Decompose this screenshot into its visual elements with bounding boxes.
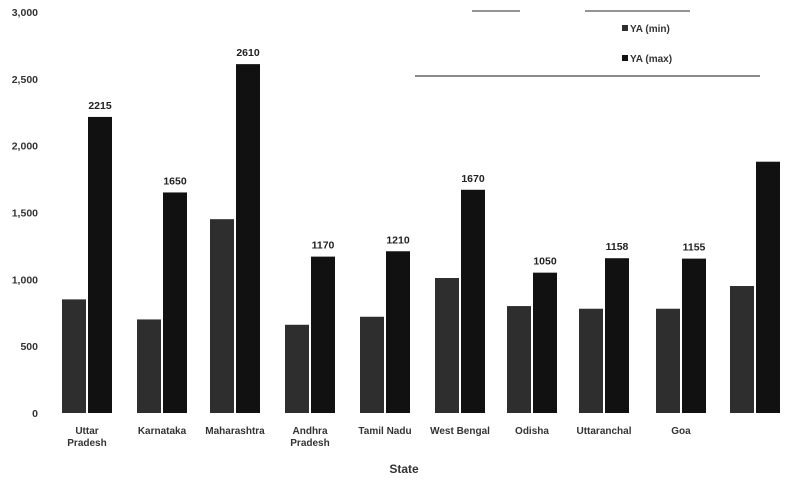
- y-tick-label: 2,500: [12, 74, 38, 86]
- x-axis-title: State: [389, 462, 419, 476]
- legend-swatch-max: [622, 55, 628, 61]
- bar-min: [656, 308, 680, 413]
- data-label-max: 1170: [312, 240, 335, 252]
- bar-max: [236, 64, 260, 413]
- x-tick-label: Uttar Pradesh: [67, 426, 106, 449]
- x-tick-label: Tamil Nadu: [358, 426, 411, 437]
- data-label-max: 1650: [163, 175, 187, 187]
- bar-max: [533, 272, 557, 413]
- y-tick-label: 2,000: [12, 141, 38, 153]
- y-axis: 0 500 1,000 1,500 2,000 2,500 3,000: [12, 7, 38, 420]
- data-labels: 2215 1650 2610 1170 1210 1670 1050 1158 1155: [88, 47, 705, 268]
- data-label-max: 1155: [683, 242, 706, 254]
- y-tick-label: 1,000: [12, 274, 38, 286]
- bar-min: [210, 219, 234, 413]
- data-label-max: 2610: [236, 47, 260, 59]
- bar-max: [163, 192, 187, 413]
- x-tick-label: West Bengal: [430, 426, 490, 437]
- bar-min: [62, 299, 86, 413]
- bar-max: [461, 189, 485, 413]
- legend-label-max: YA (max): [630, 54, 672, 65]
- bar-min: [730, 286, 754, 413]
- bar-max: [88, 116, 112, 413]
- data-label-max: 1050: [533, 256, 557, 268]
- x-tick-label: Andhra Pradesh: [290, 426, 329, 449]
- bar-max: [605, 258, 629, 413]
- data-label-max: 1158: [606, 241, 629, 253]
- data-label-max: 1210: [386, 234, 410, 246]
- y-tick-label: 1,500: [12, 208, 38, 220]
- x-tick-label: Odisha: [515, 426, 549, 437]
- bar-max: [756, 161, 780, 413]
- y-tick-label: 0: [32, 408, 38, 420]
- bars: [62, 64, 780, 413]
- bar-min: [285, 324, 309, 413]
- bar-min: [137, 319, 161, 413]
- bar-min: [435, 277, 459, 413]
- legend-label-min: YA (min): [630, 24, 670, 35]
- data-label-max: 2215: [88, 100, 112, 112]
- bar-max: [682, 258, 706, 413]
- bar-min: [507, 306, 531, 413]
- x-tick-label: Maharashtra: [205, 426, 265, 437]
- bar-max: [311, 256, 335, 413]
- legend-swatch-min: [622, 25, 628, 31]
- bar-min: [360, 316, 384, 413]
- x-tick-label: Karnataka: [138, 426, 187, 437]
- bar-min: [579, 308, 603, 413]
- x-tick-label: Uttaranchal: [576, 426, 631, 437]
- x-axis: Uttar Pradesh Karnataka Maharashtra Andhra Pr…: [67, 426, 691, 449]
- legend: YA (min) YA (max): [415, 10, 760, 77]
- data-label-max: 1670: [461, 173, 485, 185]
- y-tick-label: 3,000: [12, 7, 38, 19]
- y-tick-label: 500: [20, 341, 38, 353]
- bar-max: [386, 251, 410, 413]
- x-tick-label: Goa: [671, 426, 691, 437]
